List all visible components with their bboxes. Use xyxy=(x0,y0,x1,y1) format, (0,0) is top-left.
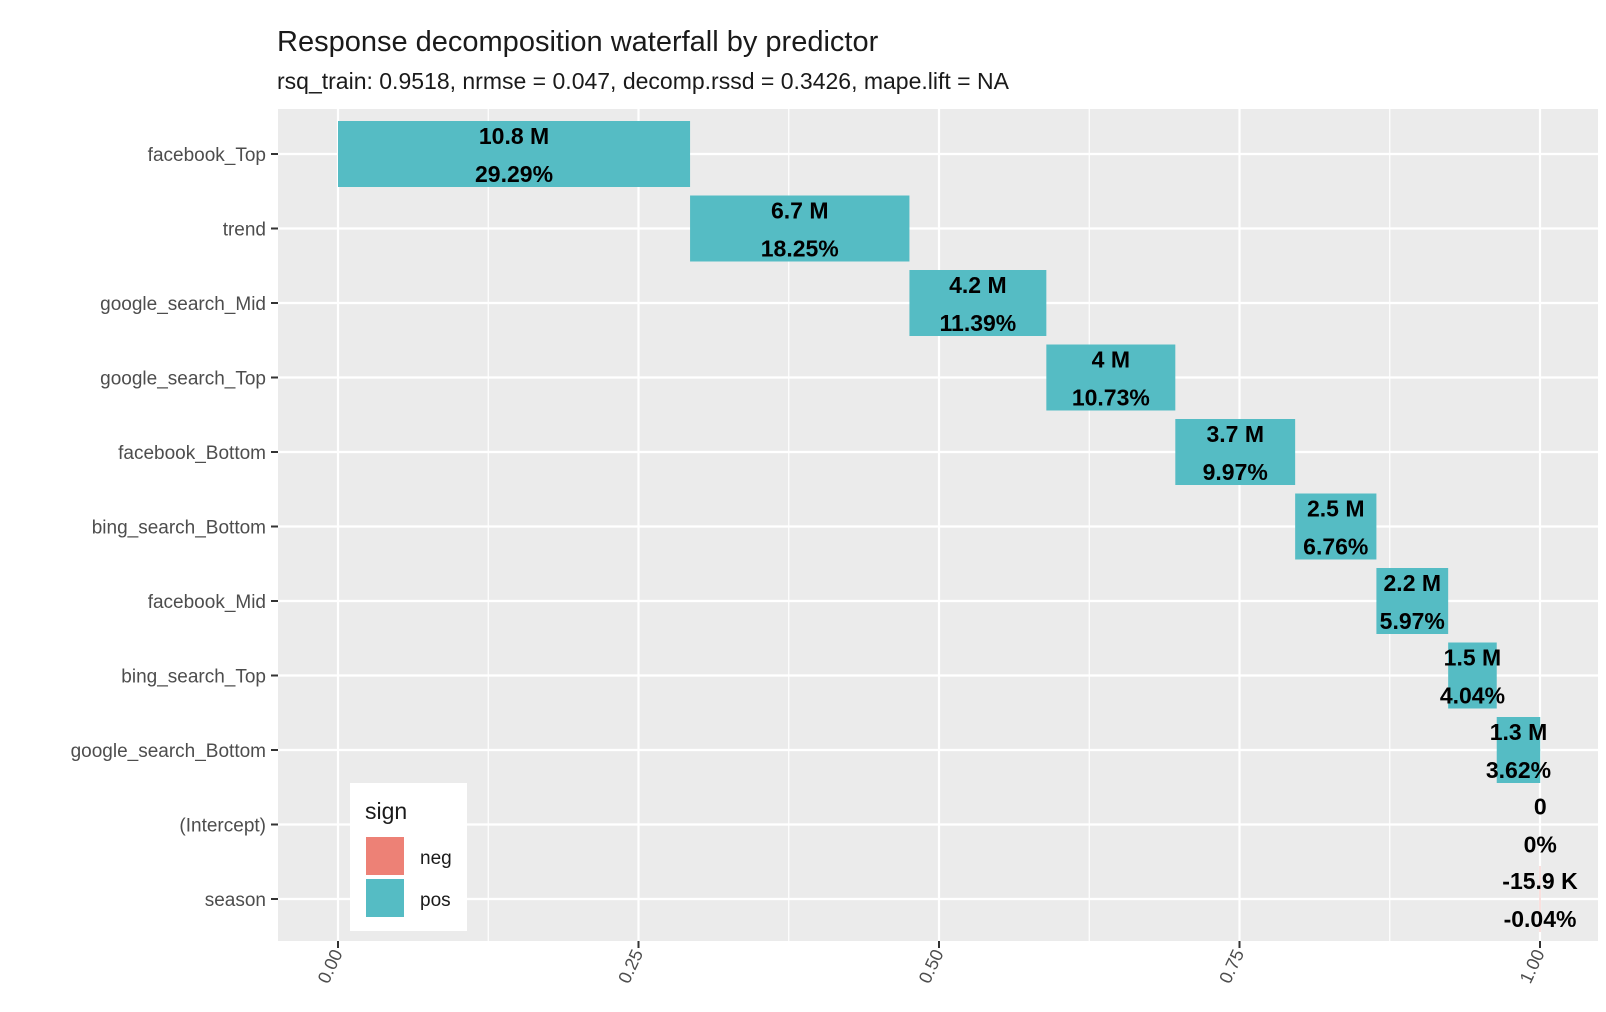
x-tick-label: 1.00 xyxy=(1516,946,1549,986)
bar-percent-label: 3.62% xyxy=(1486,757,1551,783)
bar-google-search-bottom xyxy=(1496,717,1541,783)
legend-key-pos xyxy=(366,879,404,917)
chart-subtitle: rsq_train: 0.9518, nrmse = 0.047, decomp… xyxy=(277,68,1010,94)
bar-percent-label: 18.25% xyxy=(761,236,839,262)
bar-value-label: 4 M xyxy=(1092,347,1130,373)
bar-percent-label: 9.97% xyxy=(1203,459,1268,485)
bar-trend xyxy=(690,195,910,262)
y-tick-label: trend xyxy=(223,220,266,241)
y-tick-label: bing_search_Top xyxy=(121,667,266,688)
chart-title: Response decomposition waterfall by pred… xyxy=(277,26,879,58)
legend-key-neg xyxy=(366,837,404,875)
bar-percent-label: 29.29% xyxy=(475,161,553,187)
bar-value-label: 2.5 M xyxy=(1307,496,1365,522)
bar-google-search-top xyxy=(1046,344,1176,411)
bar-percent-label: 10.73% xyxy=(1072,385,1150,411)
bar-percent-label: -0.04% xyxy=(1504,906,1577,932)
legend-title: sign xyxy=(365,798,407,824)
bar-value-label: 4.2 M xyxy=(949,272,1007,298)
y-tick-label: facebook_Top xyxy=(148,145,266,166)
legend: sign neg pos xyxy=(350,783,467,931)
legend-label-pos: pos xyxy=(420,890,451,911)
bar-percent-label: 4.04% xyxy=(1440,683,1505,709)
bar-facebook-mid xyxy=(1376,568,1449,634)
bar-facebook-bottom xyxy=(1175,419,1296,485)
x-tick-label: 0.75 xyxy=(1215,946,1248,986)
bar-labels: 10.8 M 29.29% 6.7 M 18.25% 4.2 M 11.39% 4 M 10.… xyxy=(475,123,1578,932)
y-tick-label: google_search_Top xyxy=(100,369,266,390)
y-tick-label: google_search_Mid xyxy=(100,294,266,315)
bar-percent-label: 5.97% xyxy=(1380,608,1445,634)
major-gridlines xyxy=(278,109,1598,941)
x-tick-label: 0.00 xyxy=(314,946,347,986)
bars xyxy=(338,121,1541,932)
x-axis: 0.00 0.25 0.50 0.75 1.00 xyxy=(314,941,1549,986)
y-tick-label: google_search_Bottom xyxy=(71,741,266,762)
y-tick-label: bing_search_Bottom xyxy=(92,518,266,539)
bar-google-search-mid xyxy=(909,270,1047,336)
bar-value-label: 1.3 M xyxy=(1490,719,1548,745)
bar-percent-label: 11.39% xyxy=(940,310,1017,336)
y-tick-label: facebook_Bottom xyxy=(118,443,266,464)
x-tick-label: 0.50 xyxy=(915,946,948,986)
bar-value-label: 6.7 M xyxy=(771,198,829,224)
bar-value-label: 0 xyxy=(1534,794,1547,820)
y-tick-label: facebook_Mid xyxy=(148,592,266,613)
bar-value-label: 1.5 M xyxy=(1444,645,1502,671)
bar-value-label: -15.9 K xyxy=(1502,868,1578,894)
bar-value-label: 10.8 M xyxy=(479,123,549,149)
bar-percent-label: 0% xyxy=(1524,832,1557,858)
y-tick-label: (Intercept) xyxy=(179,816,266,837)
bar-facebook-top xyxy=(338,121,691,187)
bar-bing-search-top xyxy=(1448,642,1497,709)
bar-value-label: 2.2 M xyxy=(1384,570,1442,596)
y-tick-label: season xyxy=(205,890,266,911)
x-tick-label: 0.25 xyxy=(614,946,647,986)
bar-value-label: 3.7 M xyxy=(1206,421,1264,447)
legend-label-neg: neg xyxy=(420,848,452,869)
bar-bing-search-bottom xyxy=(1295,493,1377,560)
bar-percent-label: 6.76% xyxy=(1303,534,1368,560)
